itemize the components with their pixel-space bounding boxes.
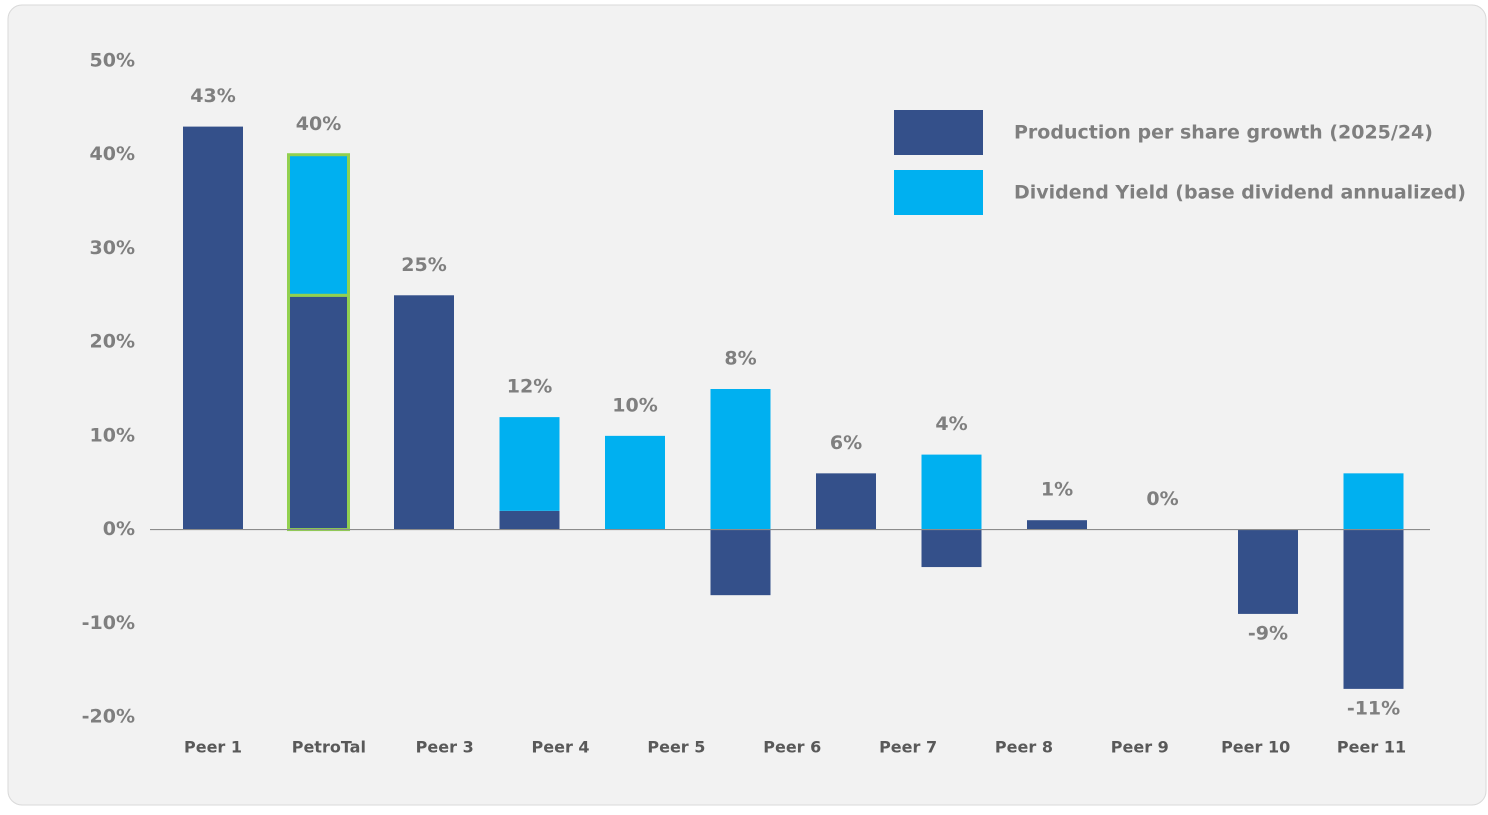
bar-segment <box>1343 473 1404 530</box>
data-label: 4% <box>935 413 967 435</box>
bar-segment <box>710 529 771 596</box>
x-tick-label: Peer 4 <box>532 738 590 757</box>
x-tick-label: Peer 10 <box>1221 738 1290 757</box>
bar-segment <box>1343 529 1404 689</box>
legend-label: Dividend Yield (base dividend annualized… <box>1014 182 1466 204</box>
data-label: 12% <box>507 376 552 398</box>
y-tick-label: 40% <box>90 143 135 165</box>
bar-segment <box>394 295 454 530</box>
data-label: -11% <box>1347 697 1400 719</box>
bar-segment <box>921 529 982 568</box>
bar-segment <box>287 153 350 297</box>
bar-segment <box>605 435 665 530</box>
data-label: 25% <box>401 254 446 276</box>
bar-segment <box>1027 520 1087 530</box>
data-label: 8% <box>724 348 756 370</box>
bar-segment <box>921 454 982 530</box>
x-tick-label: PetroTal <box>292 738 366 757</box>
bar-segment <box>183 126 243 530</box>
y-tick-label: 0% <box>103 518 135 540</box>
legend-swatch <box>894 170 983 215</box>
bar-segment <box>499 417 560 511</box>
y-tick-label: -10% <box>82 612 135 634</box>
data-label: -9% <box>1248 622 1288 644</box>
x-tick-label: Peer 7 <box>879 738 937 757</box>
data-label: 6% <box>830 432 862 454</box>
data-label: 10% <box>612 394 657 416</box>
x-tick-label: Peer 1 <box>184 738 242 757</box>
x-tick-label: Peer 6 <box>763 738 821 757</box>
x-tick-label: Peer 3 <box>416 738 474 757</box>
y-tick-label: -20% <box>82 706 135 728</box>
bar-segment <box>287 293 350 532</box>
x-tick-label: Peer 8 <box>995 738 1053 757</box>
y-tick-label: 50% <box>90 50 135 72</box>
data-label: 43% <box>190 85 235 107</box>
data-label: 40% <box>296 113 341 135</box>
data-label: 0% <box>1146 488 1178 510</box>
y-tick-label: 30% <box>90 237 135 259</box>
bar-segment <box>1238 529 1298 614</box>
x-tick-label: Peer 11 <box>1337 738 1406 757</box>
y-tick-label: 20% <box>90 331 135 353</box>
x-tick-label: Peer 5 <box>647 738 705 757</box>
y-tick-label: 10% <box>90 424 135 446</box>
bar-segment <box>816 473 876 530</box>
legend-swatch <box>894 110 983 155</box>
x-tick-label: Peer 9 <box>1111 738 1169 757</box>
bar-segment <box>710 389 771 530</box>
data-label: 1% <box>1041 479 1073 501</box>
legend-label: Production per share growth (2025/24) <box>1014 122 1433 144</box>
bar-segment <box>499 510 560 530</box>
